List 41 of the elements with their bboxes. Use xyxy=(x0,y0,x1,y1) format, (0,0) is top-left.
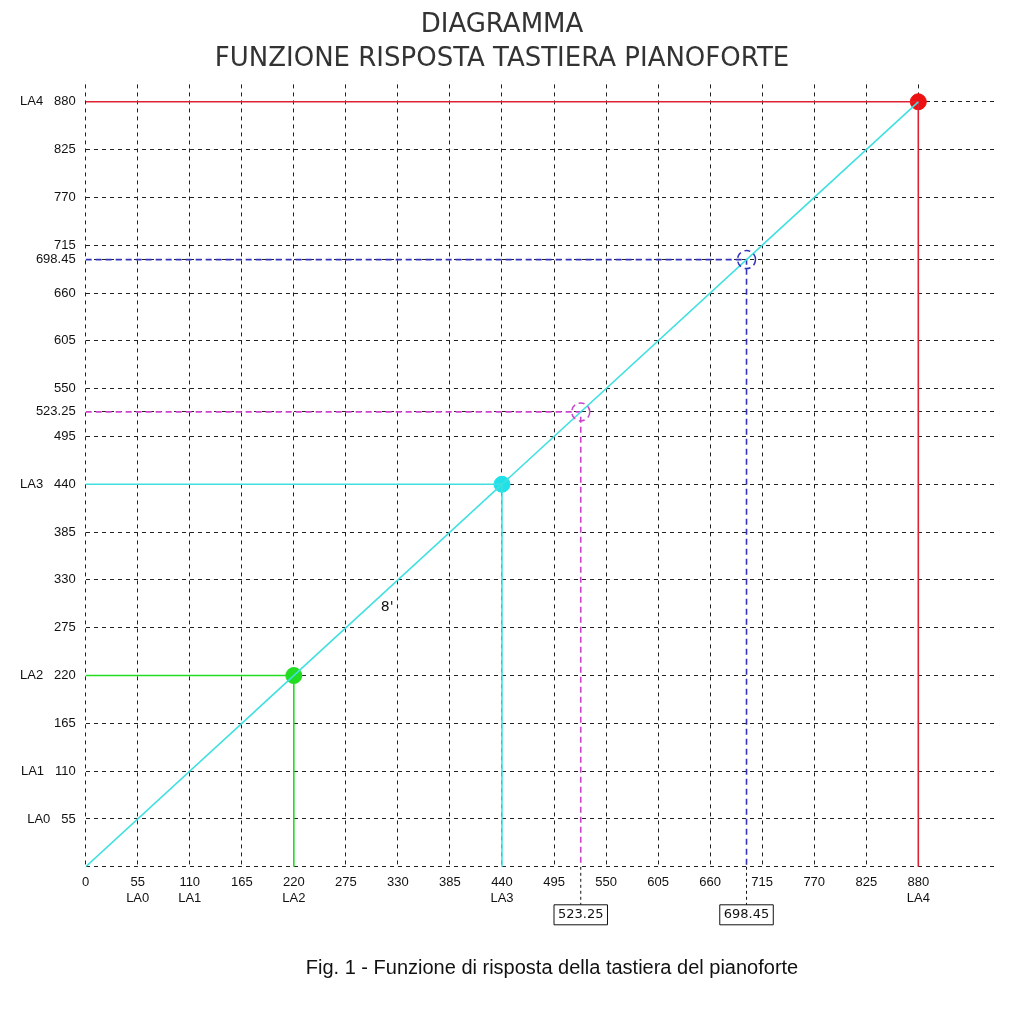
y-tick-label: 698.45 xyxy=(35,251,76,267)
x-tick-label: 110 LA1 xyxy=(178,874,202,905)
y-tick-label: LA2 220 xyxy=(20,667,76,683)
x-tick-label: 385 xyxy=(439,874,461,890)
y-tick-label: LA1 110 xyxy=(20,762,76,778)
x-tick-label: 605 xyxy=(647,874,669,890)
x-tick-label: 440 LA3 xyxy=(490,874,514,905)
x-tick-label: 330 xyxy=(387,874,409,890)
x-tick-label: 715 xyxy=(751,874,774,890)
y-tick-label: 770 xyxy=(53,188,76,204)
x-tick-label: 220 LA2 xyxy=(282,874,306,905)
caption: Fig. 1 - Funzione di risposta della tastiera del pianoforte xyxy=(304,956,800,979)
x-tick-label: 0 xyxy=(82,874,90,890)
x-tick-label: 495 xyxy=(543,874,565,890)
y-tick-label: LA4 880 xyxy=(20,93,76,109)
y-tick-label: LA0 55 xyxy=(27,810,76,826)
y-tick-label: 550 xyxy=(53,380,76,396)
annotation: 698.45 xyxy=(723,906,770,922)
y-tick-label: 330 xyxy=(53,571,76,587)
x-tick-label: 550 xyxy=(595,874,617,890)
x-tick-label: 55 LA0 xyxy=(126,874,150,905)
x-tick-label: 825 xyxy=(855,874,878,890)
y-tick-label: 385 xyxy=(53,523,76,539)
x-tick-label: 880 LA4 xyxy=(906,874,930,905)
annotation: 523.25 xyxy=(558,906,604,922)
y-tick-label: 523.25 xyxy=(35,403,76,419)
y-tick-label: 825 xyxy=(53,141,76,157)
y-tick-label: 605 xyxy=(53,332,76,348)
x-tick-label: 275 xyxy=(335,874,357,890)
x-tick-label: 770 xyxy=(803,874,826,890)
y-tick-label: 715 xyxy=(53,236,76,252)
y-tick-label: 165 xyxy=(53,714,76,730)
y-tick-label: 495 xyxy=(53,428,76,444)
y-tick-label: 660 xyxy=(53,284,76,300)
chart-title: DIAGRAMMA xyxy=(420,8,584,39)
x-tick-label: 165 xyxy=(230,874,253,890)
y-tick-label: LA3 440 xyxy=(20,475,76,491)
series-label: 8' xyxy=(380,597,394,614)
y-tick-label: 275 xyxy=(53,619,76,635)
x-tick-label: 660 xyxy=(699,874,721,890)
chart-subtitle: FUNZIONE RISPOSTA TASTIERA PIANOFORTE xyxy=(214,41,790,72)
